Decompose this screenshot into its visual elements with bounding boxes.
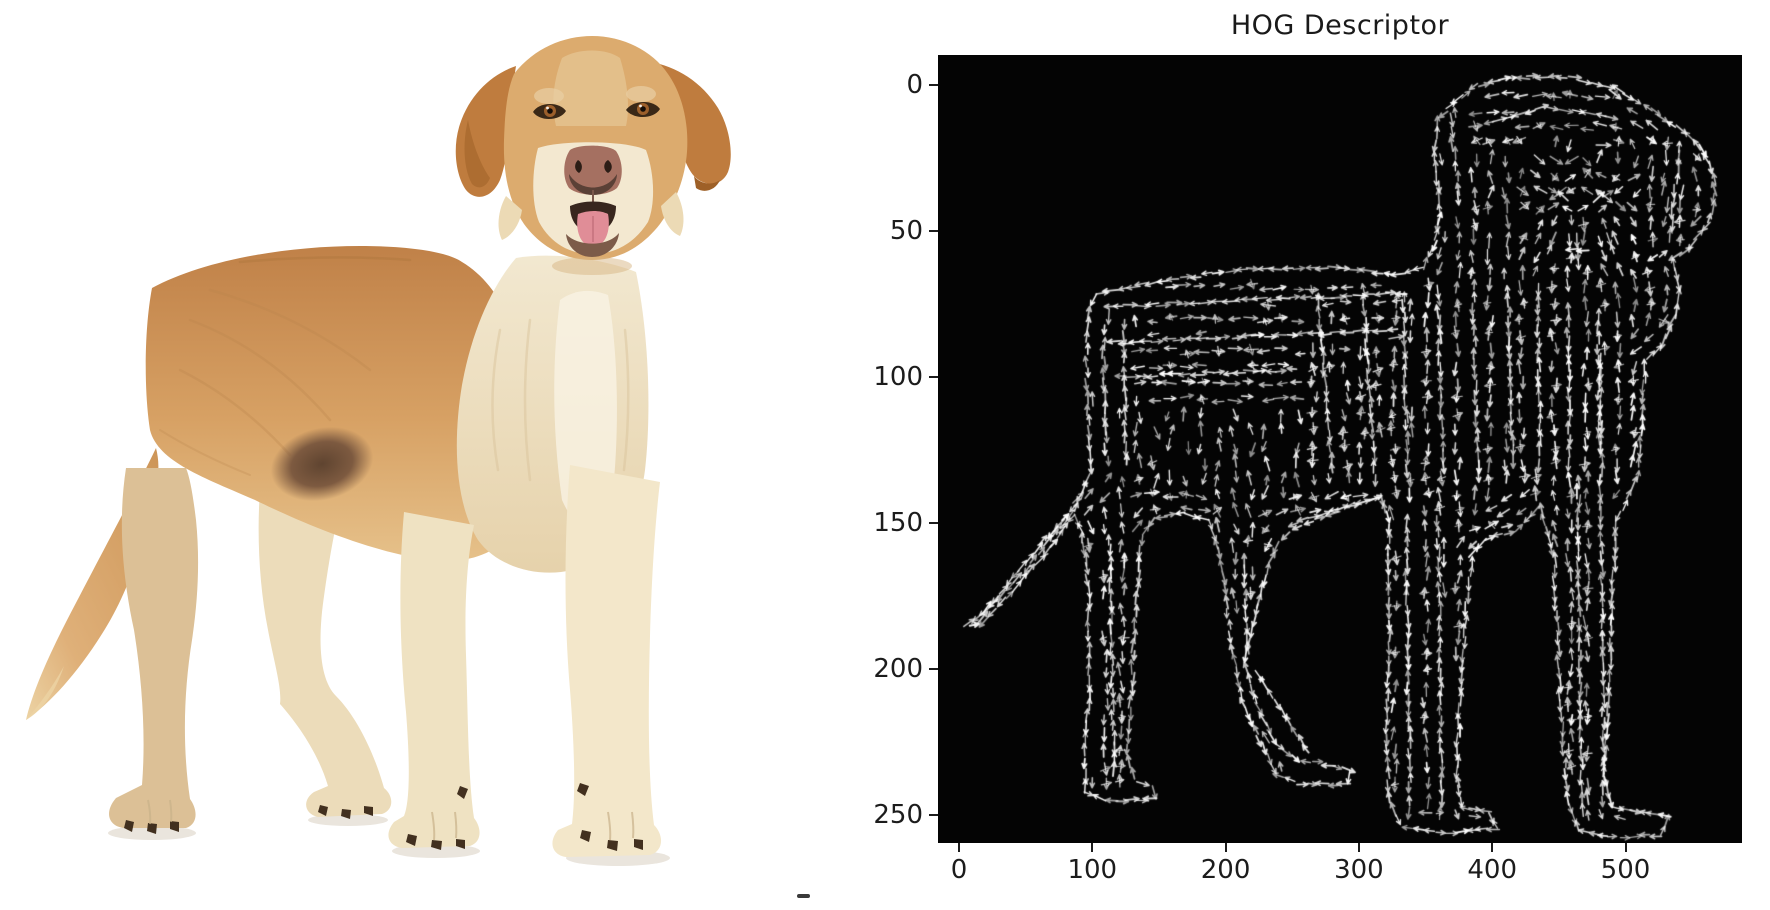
dog-forehead-blaze — [553, 50, 628, 126]
y-tick-label: 150 — [873, 508, 923, 538]
dog-eye-left — [533, 103, 566, 120]
x-tick-label: 200 — [1200, 855, 1251, 885]
hog-plot-area — [938, 55, 1742, 843]
dog-brow-right — [626, 86, 656, 102]
y-tick-label: 200 — [873, 654, 923, 684]
dog-lower-jaw — [566, 233, 619, 257]
dog-front-leg-right — [552, 465, 662, 857]
y-tick-mark — [929, 668, 938, 670]
x-tick-label: 500 — [1600, 855, 1651, 885]
x-tick-mark — [1491, 843, 1494, 852]
dog-rear-leg-near — [258, 468, 392, 817]
plot-title: HOG Descriptor — [1230, 10, 1450, 41]
dog-eye-right — [626, 101, 660, 118]
dog-ear-right-fold — [694, 176, 720, 191]
hog-quiver-canvas — [938, 55, 1742, 843]
x-tick-label: 100 — [1067, 855, 1118, 885]
dog-ear-left-shade — [464, 120, 490, 188]
y-tick-mark — [929, 84, 938, 86]
dog-rear-leg-far — [109, 468, 199, 828]
dog-nose — [564, 145, 622, 202]
dog-toe-lines — [147, 799, 635, 841]
y-tick-label: 50 — [889, 216, 923, 246]
paw-shadow — [308, 814, 388, 826]
x-tick-label: 400 — [1467, 855, 1517, 885]
y-tick-label: 0 — [906, 70, 923, 100]
x-tick-label: 0 — [950, 855, 968, 885]
dog-brow-left — [534, 88, 564, 104]
y-tick-mark — [929, 522, 938, 524]
dog-belly-patch — [270, 426, 374, 502]
y-tick-label: 100 — [873, 362, 923, 392]
x-tick-mark — [958, 843, 960, 852]
dog-cheek-fluff-right — [661, 192, 684, 236]
dog-cheek-fluff-left — [498, 196, 522, 240]
dog-photo-panel — [0, 0, 770, 910]
dog-neck-shadow — [552, 257, 632, 275]
y-tick-mark — [929, 814, 938, 816]
x-tick-mark — [1624, 843, 1627, 852]
dog-body — [145, 246, 528, 562]
cropped-artifact-dash — [797, 894, 810, 898]
y-tick-mark — [929, 230, 938, 232]
y-tick-mark — [929, 376, 938, 378]
dog-chest-fur-lines — [491, 318, 630, 482]
dog-fur-lines — [159, 256, 412, 476]
x-tick-mark — [1357, 843, 1360, 852]
dog-claws-rear-near — [318, 805, 373, 819]
dog-claws-front — [406, 783, 643, 851]
dog-photo-illustration — [26, 36, 731, 866]
x-tick-label: 300 — [1334, 855, 1384, 885]
dog-head — [455, 36, 731, 275]
y-tick-label: 250 — [873, 800, 923, 830]
dog-claws-rear-far — [124, 820, 179, 834]
hog-figure-panel: HOG Descriptor 0 50 100 150 200 250 0 100 200 300… — [770, 0, 1770, 910]
x-tick-mark — [1224, 843, 1227, 852]
dog-front-leg-left — [388, 512, 480, 848]
x-tick-mark — [1091, 843, 1094, 852]
